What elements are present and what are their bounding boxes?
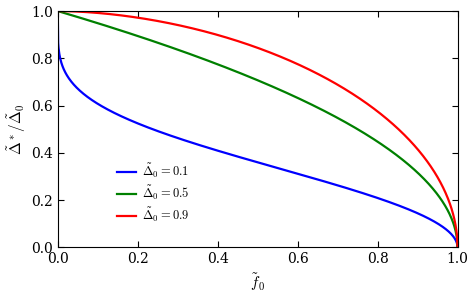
$\tilde{\Delta}_0 = 0.1$ <box>455 245 460 249</box>
Line: $\tilde{\Delta}_0 = 0.9$: $\tilde{\Delta}_0 = 0.9$ <box>58 11 457 247</box>
$\tilde{\Delta}_0 = 0.5$ <box>231 69 237 72</box>
X-axis label: $\tilde{f}_0$: $\tilde{f}_0$ <box>250 272 265 293</box>
$\tilde{\Delta}_0 = 0.9$ <box>455 245 460 249</box>
$\tilde{\Delta}_0 = 0.9$ <box>374 109 380 112</box>
$\tilde{\Delta}_0 = 0.5$ <box>217 63 222 67</box>
Line: $\tilde{\Delta}_0 = 0.5$: $\tilde{\Delta}_0 = 0.5$ <box>58 11 457 247</box>
$\tilde{\Delta}_0 = 0.1$ <box>366 193 372 197</box>
$\tilde{\Delta}_0 = 0.1$ <box>231 154 237 157</box>
$\tilde{\Delta}_0 = 0.1$ <box>96 103 101 106</box>
$\tilde{\Delta}_0 = 0.9$ <box>231 38 237 42</box>
Line: $\tilde{\Delta}_0 = 0.1$: $\tilde{\Delta}_0 = 0.1$ <box>58 11 457 247</box>
$\tilde{\Delta}_0 = 0.9$ <box>366 103 372 107</box>
$\tilde{\Delta}_0 = 0.5$ <box>96 22 101 25</box>
Y-axis label: $\tilde{\Delta}^* / \tilde{\Delta}_0$: $\tilde{\Delta}^* / \tilde{\Delta}_0$ <box>6 103 28 155</box>
$\tilde{\Delta}_0 = 0.9$ <box>329 80 335 83</box>
$\tilde{\Delta}_0 = 0.5$ <box>55 9 61 13</box>
$\tilde{\Delta}_0 = 0.5$ <box>374 139 380 143</box>
$\tilde{\Delta}_0 = 0.1$ <box>217 150 222 153</box>
$\tilde{\Delta}_0 = 0.9$ <box>96 11 101 15</box>
$\tilde{\Delta}_0 = 0.9$ <box>217 34 222 37</box>
$\tilde{\Delta}_0 = 0.1$ <box>55 9 61 13</box>
Legend: $\tilde{\Delta}_0 = 0.1$, $\tilde{\Delta}_0 = 0.5$, $\tilde{\Delta}_0 = 0.9$: $\tilde{\Delta}_0 = 0.1$, $\tilde{\Delta… <box>112 157 194 229</box>
$\tilde{\Delta}_0 = 0.5$ <box>366 135 372 138</box>
$\tilde{\Delta}_0 = 0.1$ <box>374 196 380 199</box>
$\tilde{\Delta}_0 = 0.9$ <box>55 9 61 13</box>
$\tilde{\Delta}_0 = 0.5$ <box>329 113 335 117</box>
$\tilde{\Delta}_0 = 0.1$ <box>329 182 335 186</box>
$\tilde{\Delta}_0 = 0.5$ <box>455 245 460 249</box>
